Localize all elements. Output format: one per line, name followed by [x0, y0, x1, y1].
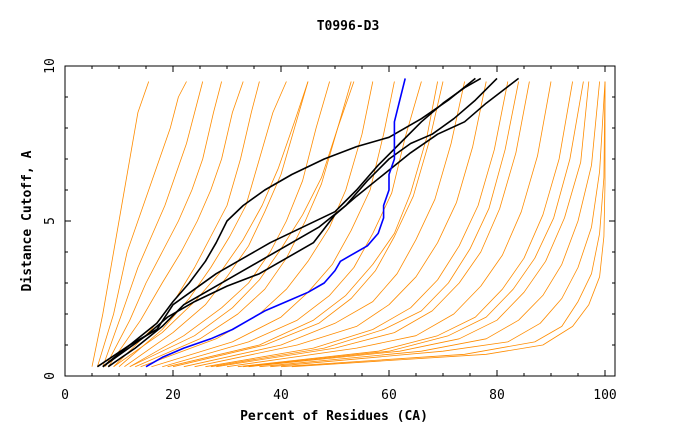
best-model-line-0 [145, 78, 406, 368]
other-models-line-28 [210, 81, 519, 368]
plot-lines [91, 77, 606, 368]
highlighted-models-line-1 [102, 77, 482, 368]
other-models-line-22 [270, 81, 606, 368]
other-models-line-21 [259, 81, 600, 368]
other-models-line-7 [124, 81, 309, 368]
other-models-line-23 [280, 81, 606, 368]
x-tick-label: 100 [593, 388, 616, 403]
other-models-line-27 [167, 81, 438, 368]
y-tick-label: 5 [43, 217, 58, 225]
other-models-line-1 [97, 81, 187, 367]
y-axis-label: Distance Cutoff, A [20, 150, 35, 291]
x-tick-label: 0 [61, 388, 69, 403]
other-models-line-8 [129, 81, 330, 368]
other-models-line-14 [183, 81, 465, 368]
other-models-line-2 [102, 81, 204, 367]
other-models-line-20 [248, 81, 590, 368]
other-models-line-17 [216, 81, 530, 368]
other-models-line-15 [194, 81, 487, 368]
x-tick-label: 60 [381, 388, 397, 403]
other-models-line-3 [105, 81, 222, 367]
other-models-line-13 [172, 81, 444, 368]
y-tick-label: 10 [43, 58, 58, 74]
other-models-line-0 [91, 81, 150, 367]
other-models-line-18 [226, 81, 552, 368]
x-tick-label: 20 [165, 388, 181, 403]
highlighted-models-line-0 [96, 77, 476, 368]
x-tick-label: 40 [273, 388, 289, 403]
y-tick-label: 0 [43, 372, 58, 380]
x-tick-label: 80 [489, 388, 505, 403]
other-models-line-19 [237, 81, 573, 368]
axis-ticks: 0 20 40 60 80 100 0 5 10 [43, 58, 617, 403]
other-models-line-16 [205, 81, 509, 368]
other-models-line-11 [151, 81, 395, 368]
other-models-line-6 [118, 81, 287, 368]
other-models-line-26 [113, 81, 309, 368]
other-models-line-4 [107, 81, 244, 367]
other-models-line-24 [291, 81, 606, 368]
other-models-line-12 [162, 81, 422, 368]
highlighted-models-line-3 [102, 77, 520, 368]
chart-title: T0996-D3 [317, 19, 380, 34]
x-axis-label: Percent of Residues (CA) [240, 409, 428, 424]
other-models-line-29 [243, 81, 584, 368]
